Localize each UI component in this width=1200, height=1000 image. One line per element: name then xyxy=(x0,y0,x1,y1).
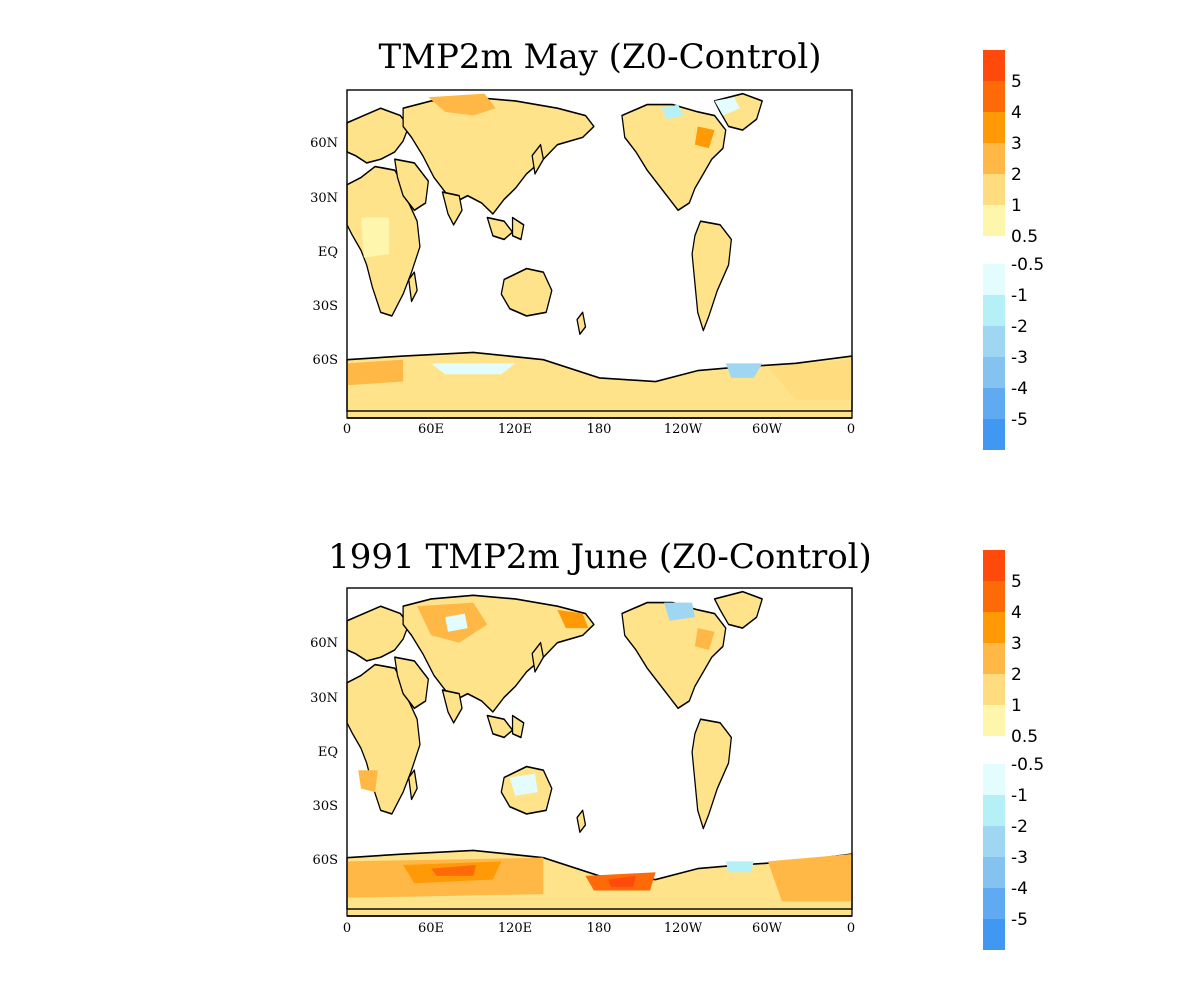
x-tick-label: 180 xyxy=(587,422,612,437)
colorbar-label: 5 xyxy=(1011,572,1022,592)
y-axis: 60N 30N EQ 30S 60S xyxy=(310,636,338,868)
x-axis: 0 60E 120E 180 120W 60W 0 xyxy=(343,921,855,936)
x-tick-label: 120W xyxy=(664,422,703,437)
colorbar-label: 5 xyxy=(1011,72,1022,92)
colorbar-swatch xyxy=(983,612,1005,643)
x-tick-label: 0 xyxy=(343,422,351,437)
colorbar-label: 4 xyxy=(1011,603,1022,623)
colorbar-label: -2 xyxy=(1011,817,1028,837)
y-tick-label: EQ xyxy=(318,245,338,260)
colorbar-label: 2 xyxy=(1011,165,1022,185)
panel-title: 1991 TMP2m June (Z0-Control) xyxy=(328,537,872,577)
y-tick-label: 60S xyxy=(313,853,338,868)
colorbar-swatch xyxy=(983,264,1005,295)
colorbar-swatch xyxy=(983,919,1005,950)
colorbar: 5 4 3 2 1 0.5 -0.5 -1 -2 -3 -4 -5 xyxy=(983,50,1044,450)
x-tick-label: 0 xyxy=(847,921,855,936)
colorbar-swatch xyxy=(983,795,1005,826)
y-tick-label: 60S xyxy=(313,353,338,368)
y-tick-label: EQ xyxy=(318,745,338,760)
x-tick-label: 60E xyxy=(418,921,444,936)
colorbar-swatch xyxy=(983,550,1005,581)
colorbar-swatch xyxy=(983,50,1005,81)
colorbar-label: -2 xyxy=(1011,317,1028,337)
colorbar-label: 0.5 xyxy=(1011,227,1038,247)
colorbar-swatch xyxy=(983,764,1005,795)
colorbar-swatch xyxy=(983,205,1005,236)
colorbar-swatch xyxy=(983,81,1005,112)
colorbar-label: 2 xyxy=(1011,665,1022,685)
colorbar-swatch xyxy=(983,419,1005,450)
y-tick-label: 30S xyxy=(313,299,338,314)
colorbar-label: -0.5 xyxy=(1011,755,1044,775)
colorbar-swatch xyxy=(983,674,1005,705)
x-tick-label: 0 xyxy=(343,921,351,936)
colorbar-swatch xyxy=(983,143,1005,174)
colorbar-label: -5 xyxy=(1011,410,1028,430)
colorbar-swatch xyxy=(983,826,1005,857)
x-tick-label: 120E xyxy=(498,422,532,437)
colorbar-swatch xyxy=(983,705,1005,736)
colorbar-swatch xyxy=(983,357,1005,388)
colorbar-swatch xyxy=(983,326,1005,357)
colorbar-label: 0.5 xyxy=(1011,727,1038,747)
colorbar-label: 3 xyxy=(1011,134,1022,154)
x-tick-label: 180 xyxy=(587,921,612,936)
x-tick-label: 60E xyxy=(418,422,444,437)
x-tick-label: 120W xyxy=(664,921,703,936)
colorbar-label: 1 xyxy=(1011,696,1022,716)
land-layer xyxy=(346,590,853,917)
colorbar-label: -5 xyxy=(1011,910,1028,930)
colorbar-label: -0.5 xyxy=(1011,255,1044,275)
x-tick-label: 0 xyxy=(847,422,855,437)
panel-title: TMP2m May (Z0-Control) xyxy=(378,37,821,77)
x-axis: 0 60E 120E 180 120W 60W 0 xyxy=(343,422,855,437)
colorbar-label: 1 xyxy=(1011,196,1022,216)
colorbar-swatch xyxy=(983,174,1005,205)
y-tick-label: 30N xyxy=(310,691,338,706)
x-tick-label: 120E xyxy=(498,921,532,936)
colorbar-swatch xyxy=(983,295,1005,326)
y-tick-label: 30N xyxy=(310,191,338,206)
colorbar-swatch xyxy=(983,857,1005,888)
colorbar-swatch xyxy=(983,888,1005,919)
colorbar-label: -1 xyxy=(1011,286,1028,306)
x-tick-label: 60W xyxy=(752,921,783,936)
map-frame xyxy=(346,89,853,412)
colorbar-label: -1 xyxy=(1011,786,1028,806)
colorbar-label: -3 xyxy=(1011,848,1028,868)
colorbar-swatch xyxy=(983,581,1005,612)
map-panel-june: 1991 TMP2m June (Z0-Control) 60N 30N EQ … xyxy=(310,537,1044,950)
colorbar-label: -4 xyxy=(1011,379,1028,399)
colorbar-swatch xyxy=(983,643,1005,674)
colorbar-label: 3 xyxy=(1011,634,1022,654)
y-axis: 60N 30N EQ 30S 60S xyxy=(310,136,338,368)
x-tick-label: 60W xyxy=(752,422,783,437)
y-tick-label: 30S xyxy=(313,799,338,814)
colorbar: 5 4 3 2 1 0.5 -0.5 -1 -2 -3 -4 -5 xyxy=(983,550,1044,950)
y-tick-label: 60N xyxy=(310,636,338,651)
land-layer xyxy=(346,92,853,419)
colorbar-swatch xyxy=(983,112,1005,143)
colorbar-label: 4 xyxy=(1011,103,1022,123)
y-tick-label: 60N xyxy=(310,136,338,151)
colorbar-label: -4 xyxy=(1011,879,1028,899)
colorbar-label: -3 xyxy=(1011,348,1028,368)
colorbar-swatch xyxy=(983,388,1005,419)
map-panel-may: TMP2m May (Z0-Control) 60N 30N EQ 30S 60… xyxy=(310,37,1044,450)
map-frame xyxy=(346,587,853,910)
